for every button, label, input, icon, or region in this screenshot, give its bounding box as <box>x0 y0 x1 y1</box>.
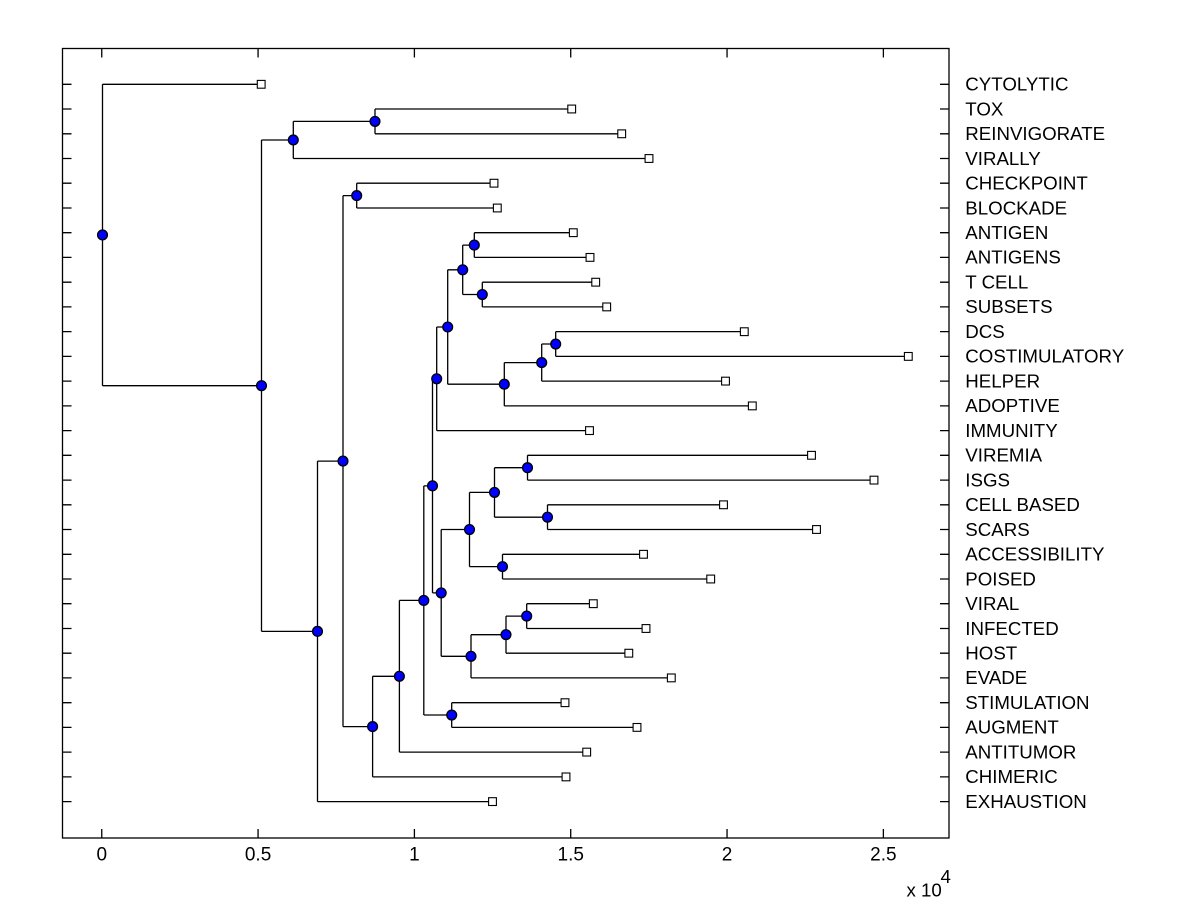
svg-text:1: 1 <box>409 844 420 865</box>
svg-text:ANTITUMOR: ANTITUMOR <box>965 741 1076 762</box>
svg-text:ACCESSIBILITY: ACCESSIBILITY <box>965 544 1105 565</box>
svg-text:x 10: x 10 <box>907 880 942 900</box>
svg-text:TOX: TOX <box>965 98 1004 119</box>
svg-text:ADOPTIVE: ADOPTIVE <box>965 395 1060 416</box>
svg-text:4: 4 <box>941 866 951 887</box>
svg-text:0.5: 0.5 <box>245 844 271 865</box>
svg-text:ANTIGENS: ANTIGENS <box>965 247 1061 268</box>
svg-text:DCS: DCS <box>965 321 1004 342</box>
svg-text:CHIMERIC: CHIMERIC <box>965 766 1057 787</box>
svg-text:CHECKPOINT: CHECKPOINT <box>965 173 1088 194</box>
svg-text:1.5: 1.5 <box>558 844 584 865</box>
svg-text:VIREMIA: VIREMIA <box>965 445 1042 466</box>
svg-text:HOST: HOST <box>965 643 1017 664</box>
svg-text:CYTOLYTIC: CYTOLYTIC <box>965 74 1068 95</box>
svg-text:T CELL: T CELL <box>965 272 1028 293</box>
svg-text:SUBSETS: SUBSETS <box>965 296 1052 317</box>
svg-text:2: 2 <box>722 844 733 865</box>
svg-text:ISGS: ISGS <box>965 469 1010 490</box>
svg-text:POISED: POISED <box>965 568 1036 589</box>
svg-text:EVADE: EVADE <box>965 667 1027 688</box>
svg-text:0: 0 <box>96 844 107 865</box>
svg-text:VIRALLY: VIRALLY <box>965 148 1041 169</box>
svg-text:2.5: 2.5 <box>870 844 896 865</box>
svg-text:HELPER: HELPER <box>965 370 1040 391</box>
svg-text:ANTIGEN: ANTIGEN <box>965 222 1048 243</box>
svg-text:BLOCKADE: BLOCKADE <box>965 197 1067 218</box>
svg-text:IMMUNITY: IMMUNITY <box>965 420 1058 441</box>
svg-text:CELL BASED: CELL BASED <box>965 494 1080 515</box>
svg-text:AUGMENT: AUGMENT <box>965 717 1058 738</box>
svg-text:VIRAL: VIRAL <box>965 593 1019 614</box>
svg-text:SCARS: SCARS <box>965 519 1029 540</box>
svg-text:EXHAUSTION: EXHAUSTION <box>965 791 1087 812</box>
svg-text:REINVIGORATE: REINVIGORATE <box>965 123 1105 144</box>
svg-text:INFECTED: INFECTED <box>965 618 1058 639</box>
svg-text:STIMULATION: STIMULATION <box>965 692 1089 713</box>
svg-text:COSTIMULATORY: COSTIMULATORY <box>965 346 1124 367</box>
